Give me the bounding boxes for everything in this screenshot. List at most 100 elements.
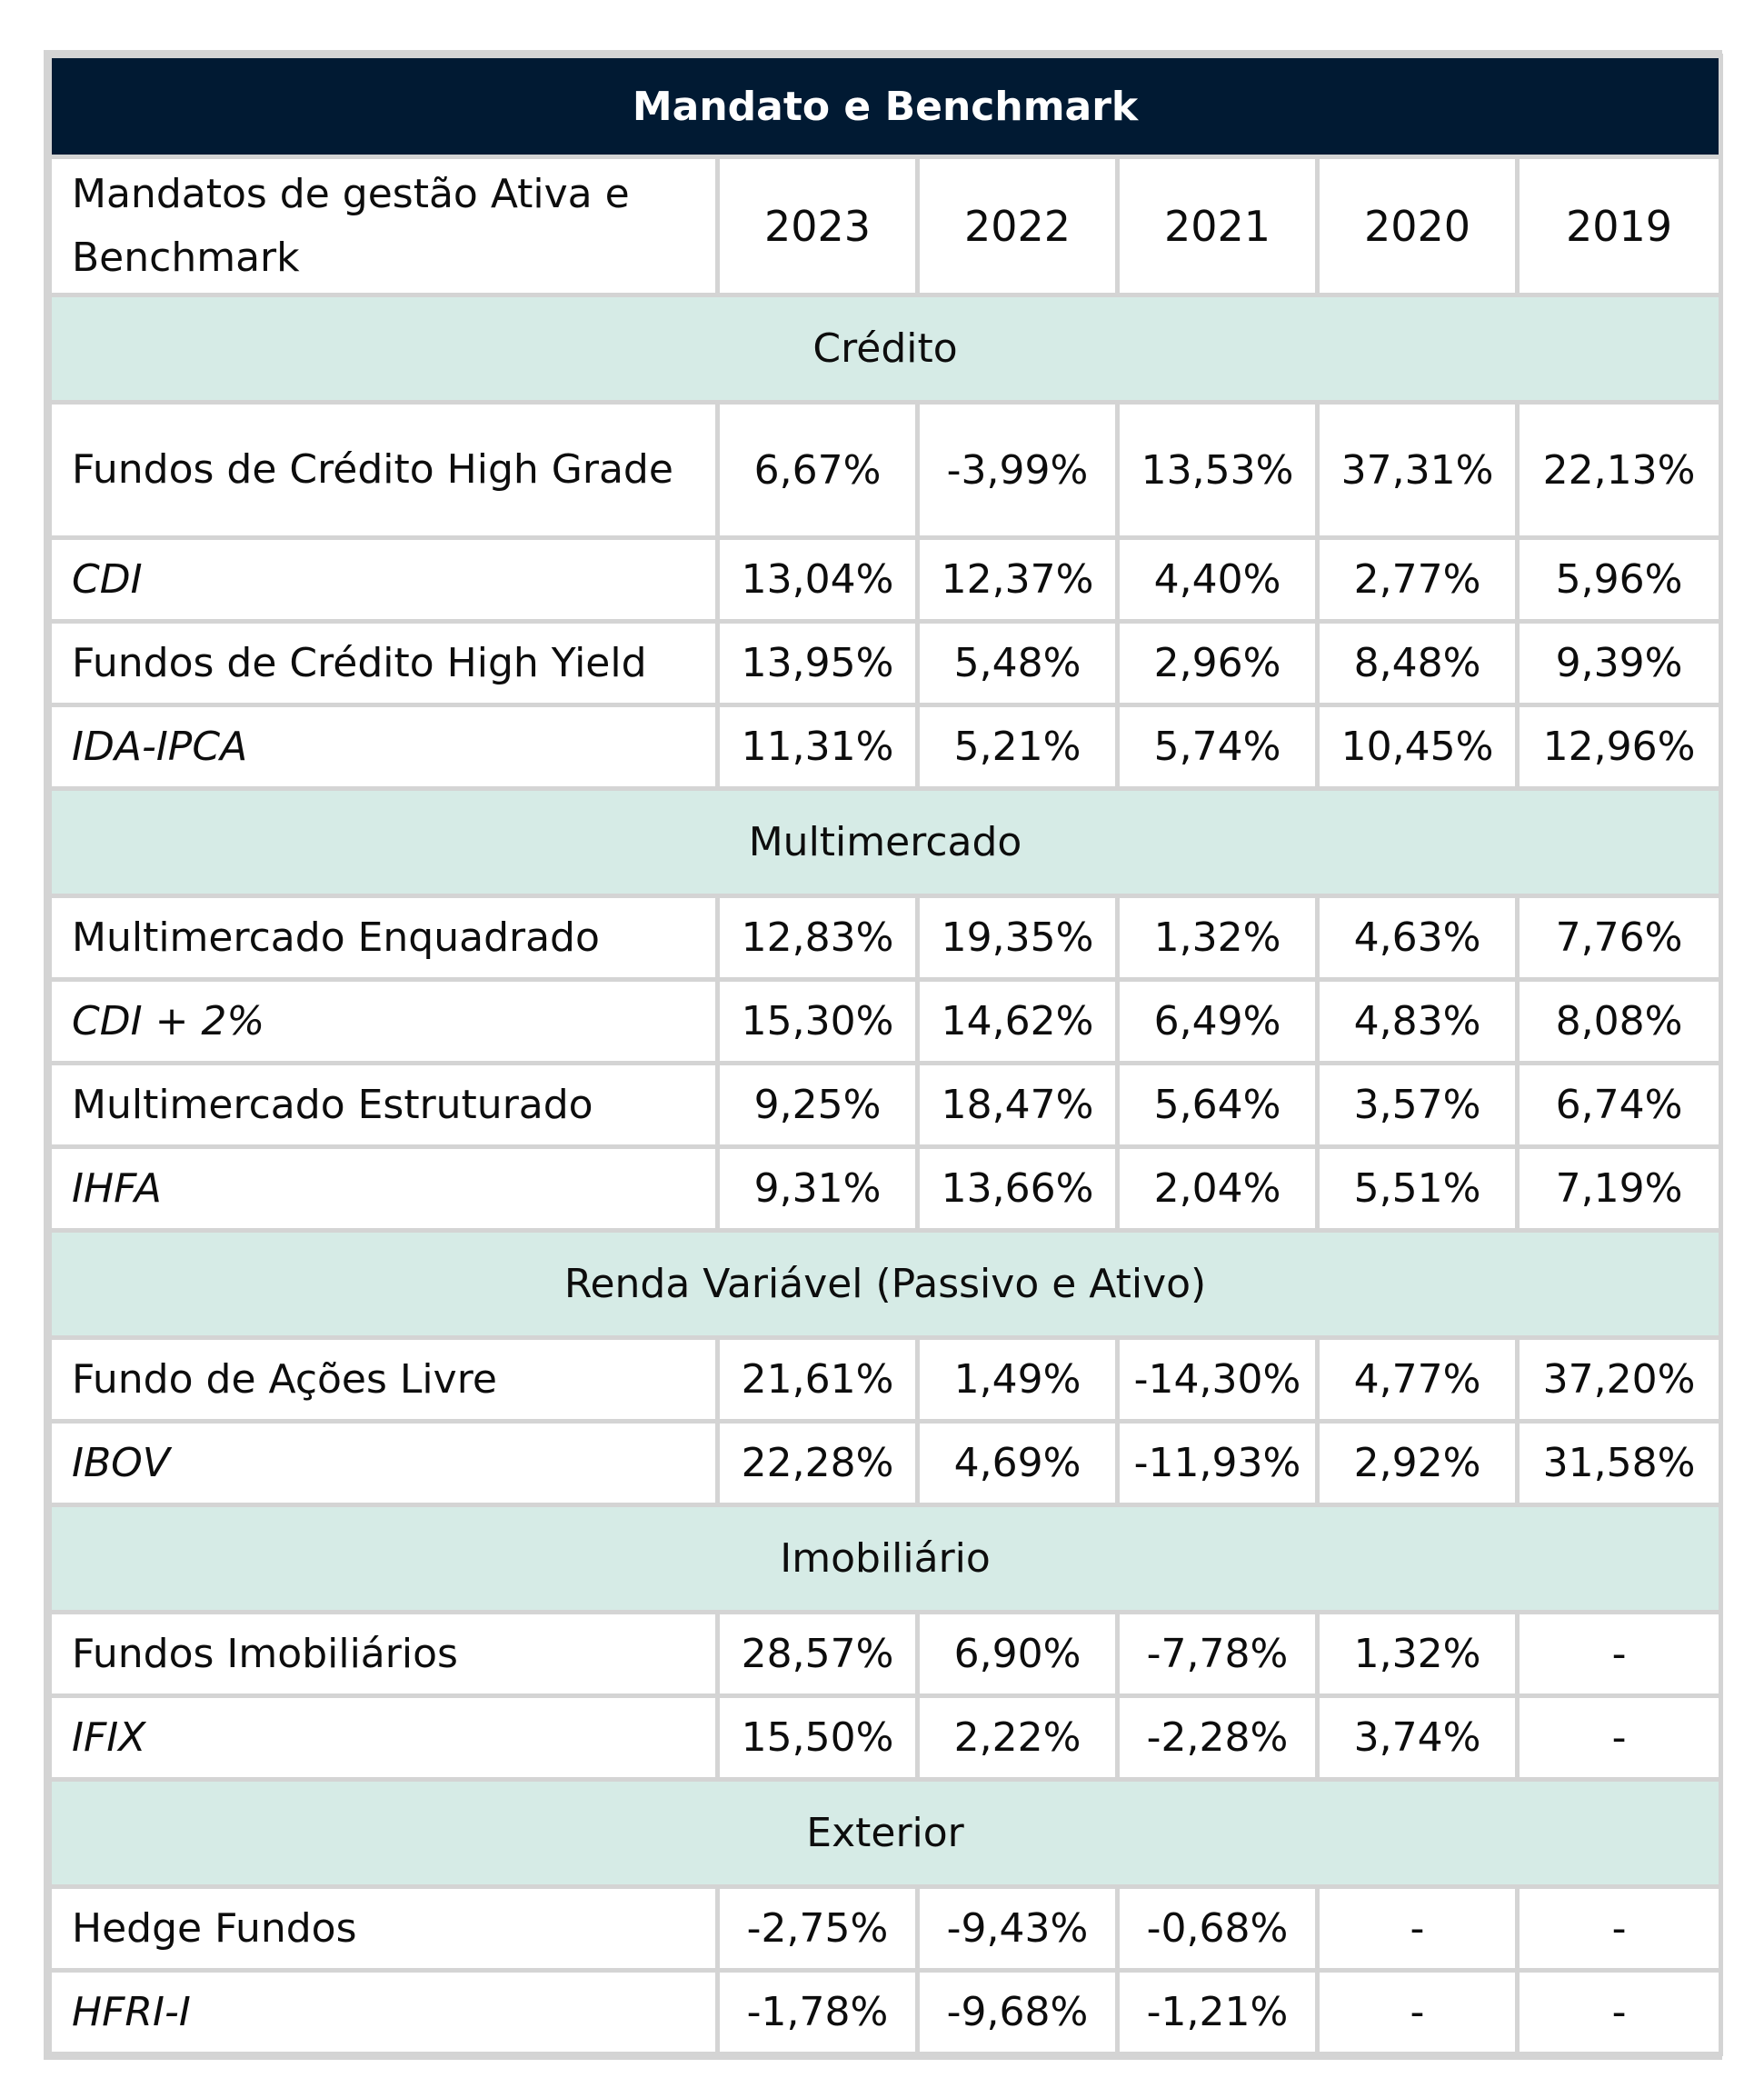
- value-cell: 12,83%: [715, 894, 920, 982]
- row-label: IBOV: [47, 1419, 720, 1507]
- value-cell: 14,62%: [915, 977, 1120, 1065]
- value-cell: 5,21%: [915, 703, 1120, 791]
- value-cell: 5,48%: [915, 619, 1120, 707]
- value-cell: -11,93%: [1115, 1419, 1320, 1507]
- value-cell: 37,31%: [1315, 400, 1520, 540]
- benchmark-table: Mandato e Benchmark Mandatos de gestão A…: [46, 54, 1724, 2056]
- fund-row: Hedge Fundos -2,75% -9,43% -0,68% - -: [47, 1884, 1724, 1973]
- value-cell: 4,69%: [915, 1419, 1120, 1507]
- value-cell: 7,76%: [1514, 894, 1724, 982]
- value-cell: 21,61%: [715, 1335, 920, 1424]
- row-label: Fundo de Ações Livre: [47, 1335, 720, 1424]
- header-year: 2023: [715, 155, 920, 297]
- row-label: IHFA: [47, 1144, 720, 1233]
- header-year: 2019: [1514, 155, 1724, 297]
- value-cell: 37,20%: [1514, 1335, 1724, 1424]
- value-cell: 22,13%: [1514, 400, 1724, 540]
- value-cell: 13,04%: [715, 535, 920, 624]
- fund-row: Multimercado Estruturado 9,25% 18,47% 5,64%…: [47, 1061, 1724, 1149]
- benchmark-row: CDI 13,04% 12,37% 4,40% 2,77% 5,96%: [47, 535, 1724, 624]
- value-cell: 4,63%: [1315, 894, 1520, 982]
- value-cell: -: [1315, 1968, 1520, 2056]
- row-label: IFIX: [47, 1693, 720, 1782]
- header-row: Mandatos de gestão Ativa e Benchmark 202…: [47, 155, 1724, 297]
- value-cell: 4,40%: [1115, 535, 1320, 624]
- value-cell: -3,99%: [915, 400, 1120, 540]
- value-cell: 9,39%: [1514, 619, 1724, 707]
- value-cell: -14,30%: [1115, 1335, 1320, 1424]
- row-label: Fundos de Crédito High Grade: [47, 400, 720, 540]
- benchmark-row: HFRI-I -1,78% -9,68% -1,21% - -: [47, 1968, 1724, 2056]
- value-cell: -: [1514, 1884, 1724, 1973]
- value-cell: 6,74%: [1514, 1061, 1724, 1149]
- value-cell: -7,78%: [1115, 1610, 1320, 1698]
- benchmark-row: IHFA 9,31% 13,66% 2,04% 5,51% 7,19%: [47, 1144, 1724, 1233]
- value-cell: 13,95%: [715, 619, 920, 707]
- value-cell: 2,92%: [1315, 1419, 1520, 1507]
- benchmark-row: IDA-IPCA 11,31% 5,21% 5,74% 10,45% 12,96%: [47, 703, 1724, 791]
- row-label: Multimercado Enquadrado: [47, 894, 720, 982]
- value-cell: 5,96%: [1514, 535, 1724, 624]
- section-title: Crédito: [46, 293, 1724, 405]
- value-cell: 22,28%: [715, 1419, 920, 1507]
- value-cell: 8,08%: [1514, 977, 1724, 1065]
- section-row: Multimercado: [46, 786, 1724, 898]
- benchmark-row: CDI + 2% 15,30% 14,62% 6,49% 4,83% 8,08%: [47, 977, 1724, 1065]
- value-cell: -9,43%: [915, 1884, 1120, 1973]
- value-cell: 5,51%: [1315, 1144, 1520, 1233]
- value-cell: 2,77%: [1315, 535, 1520, 624]
- header-year: 2022: [915, 155, 1120, 297]
- benchmark-table-container: Mandato e Benchmark Mandatos de gestão A…: [44, 50, 1724, 2060]
- section-row: Imobiliário: [46, 1503, 1724, 1614]
- value-cell: -2,75%: [715, 1884, 920, 1973]
- value-cell: 12,37%: [915, 535, 1120, 624]
- value-cell: -1,78%: [715, 1968, 920, 2056]
- value-cell: 1,32%: [1315, 1610, 1520, 1698]
- row-label: IDA-IPCA: [47, 703, 720, 791]
- value-cell: 5,64%: [1115, 1061, 1320, 1149]
- header-year: 2021: [1115, 155, 1320, 297]
- value-cell: -0,68%: [1115, 1884, 1320, 1973]
- value-cell: 31,58%: [1514, 1419, 1724, 1507]
- section-title: Exterior: [46, 1777, 1724, 1889]
- value-cell: 6,67%: [715, 400, 920, 540]
- fund-row: Fundos de Crédito High Yield 13,95% 5,48% 2…: [47, 619, 1724, 707]
- value-cell: 3,57%: [1315, 1061, 1520, 1149]
- row-label: Multimercado Estruturado: [47, 1061, 720, 1149]
- value-cell: 9,31%: [715, 1144, 920, 1233]
- row-label: Hedge Fundos: [47, 1884, 720, 1973]
- value-cell: 11,31%: [715, 703, 920, 791]
- value-cell: -: [1514, 1968, 1724, 2056]
- value-cell: 2,22%: [915, 1693, 1120, 1782]
- row-label: Fundos Imobiliários: [47, 1610, 720, 1698]
- value-cell: -: [1315, 1884, 1520, 1973]
- benchmark-row: IFIX 15,50% 2,22% -2,28% 3,74% -: [47, 1693, 1724, 1782]
- value-cell: 4,77%: [1315, 1335, 1520, 1424]
- value-cell: 13,66%: [915, 1144, 1120, 1233]
- value-cell: 18,47%: [915, 1061, 1120, 1149]
- value-cell: 2,04%: [1115, 1144, 1320, 1233]
- value-cell: 1,49%: [915, 1335, 1120, 1424]
- fund-row: Fundo de Ações Livre 21,61% 1,49% -14,30% 4,…: [47, 1335, 1724, 1424]
- value-cell: 15,30%: [715, 977, 920, 1065]
- section-title: Imobiliário: [46, 1503, 1724, 1614]
- value-cell: 6,49%: [1115, 977, 1320, 1065]
- header-label: Mandatos de gestão Ativa e Benchmark: [47, 155, 720, 297]
- row-label: CDI + 2%: [47, 977, 720, 1065]
- value-cell: 5,74%: [1115, 703, 1320, 791]
- header-year: 2020: [1315, 155, 1520, 297]
- row-label: HFRI-I: [47, 1968, 720, 2056]
- value-cell: 15,50%: [715, 1693, 920, 1782]
- value-cell: -2,28%: [1115, 1693, 1320, 1782]
- value-cell: 13,53%: [1115, 400, 1320, 540]
- value-cell: 10,45%: [1315, 703, 1520, 791]
- value-cell: 6,90%: [915, 1610, 1120, 1698]
- value-cell: 1,32%: [1115, 894, 1320, 982]
- value-cell: 28,57%: [715, 1610, 920, 1698]
- value-cell: -9,68%: [915, 1968, 1120, 2056]
- value-cell: -1,21%: [1115, 1968, 1320, 2056]
- value-cell: 7,19%: [1514, 1144, 1724, 1233]
- fund-row: Fundos de Crédito High Grade 6,67% -3,99% 1…: [47, 400, 1724, 540]
- section-row: Renda Variável (Passivo e Ativo): [46, 1228, 1724, 1340]
- value-cell: 9,25%: [715, 1061, 920, 1149]
